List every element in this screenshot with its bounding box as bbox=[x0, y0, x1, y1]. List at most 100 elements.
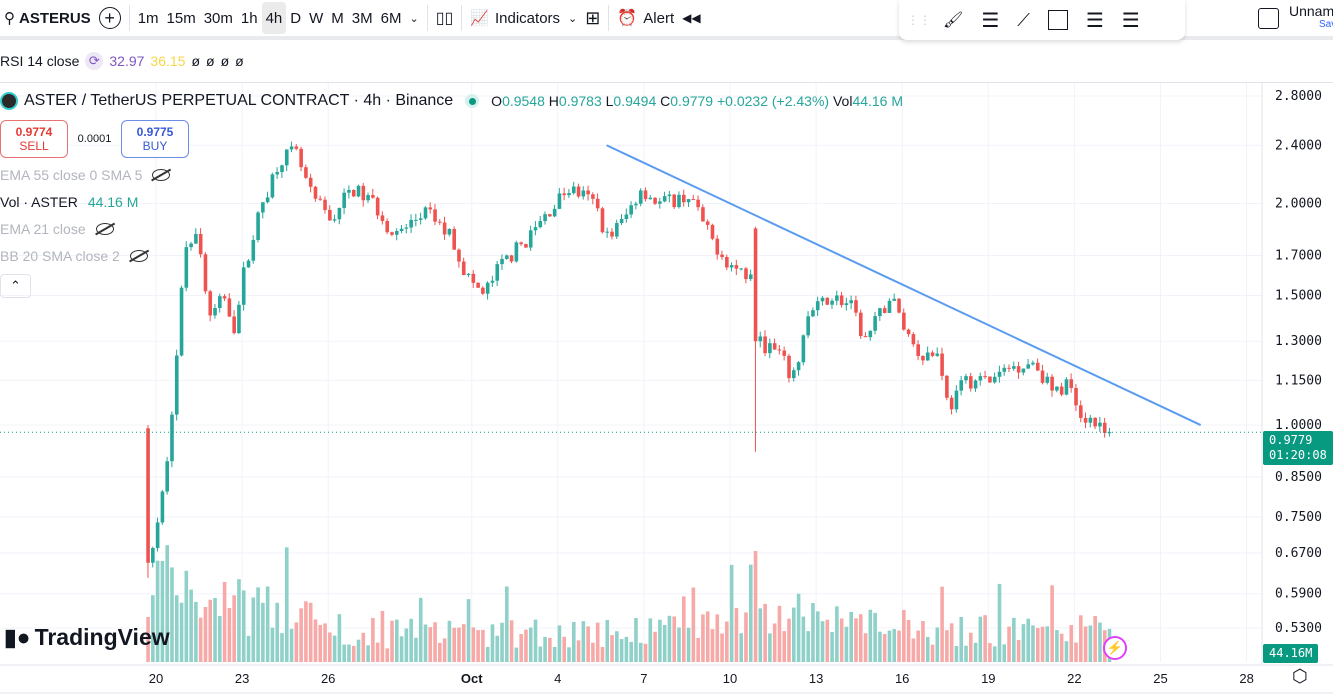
candle-body bbox=[294, 146, 299, 149]
volume-bar bbox=[237, 579, 241, 662]
indicators-dropdown[interactable]: ⌄ bbox=[564, 2, 581, 34]
parallel-channel-tool[interactable]: ☰ bbox=[1080, 4, 1110, 36]
volume-bar bbox=[261, 602, 265, 662]
volume-bar bbox=[423, 624, 428, 662]
interval-30m[interactable]: 30m bbox=[203, 9, 233, 27]
volume-bar bbox=[428, 627, 433, 662]
settings-button[interactable]: ⬡ bbox=[1292, 666, 1308, 687]
candle-body bbox=[701, 207, 705, 222]
candle-body bbox=[203, 254, 208, 292]
tradingview-logo[interactable]: ▮● TradingView bbox=[4, 624, 170, 651]
candle-body bbox=[538, 221, 543, 228]
alarm-clock-icon: ⏰ bbox=[617, 10, 638, 27]
volume-bar bbox=[696, 637, 700, 662]
candle-body bbox=[275, 172, 280, 175]
sell-button[interactable]: 0.9774 SELL bbox=[0, 120, 68, 158]
candle-body bbox=[184, 247, 189, 288]
trend-line-tool[interactable]: ⟋ bbox=[1011, 4, 1036, 36]
alert-button[interactable]: ⏰ Alert bbox=[617, 9, 675, 28]
candle-body bbox=[954, 390, 959, 410]
volume-bar bbox=[509, 620, 514, 662]
indicator-volume[interactable]: Vol · ASTER 44.16 M bbox=[0, 194, 138, 210]
candle-body bbox=[218, 296, 222, 309]
indicator-bb[interactable]: BB 20 SMA close 2 bbox=[0, 248, 148, 264]
indicators-button[interactable]: 📈 Indicators bbox=[470, 9, 561, 28]
rsi-value: 32.97 bbox=[109, 53, 145, 69]
chevron-up-icon: ⌃ bbox=[10, 278, 21, 293]
interval-4h[interactable]: 4h bbox=[261, 2, 287, 34]
save-link[interactable]: Save bbox=[1319, 19, 1333, 30]
volume-bar bbox=[959, 616, 964, 662]
volume-bar bbox=[935, 627, 940, 662]
horizontal-line-tool[interactable]: ☰ bbox=[975, 4, 1005, 36]
volume-bar bbox=[294, 622, 299, 662]
buy-button[interactable]: 0.9775 BUY bbox=[121, 120, 189, 158]
brush-tool[interactable]: 🖌 bbox=[937, 4, 969, 36]
candle-body bbox=[1093, 417, 1097, 427]
add-symbol-button[interactable]: + bbox=[95, 2, 125, 34]
layout-name[interactable]: UnnamedSave bbox=[1258, 4, 1333, 32]
collapse-legend-button[interactable]: ⌃ bbox=[0, 274, 31, 298]
price-tick-label: 1.3000 bbox=[1275, 334, 1322, 349]
symbol-search[interactable]: ⚲ ASTERUS bbox=[4, 9, 91, 28]
symbol-title[interactable]: ASTER / TetherUS PERPETUAL CONTRACT · 4h… bbox=[24, 92, 454, 109]
buy-price: 0.9775 bbox=[136, 125, 174, 139]
volume-bar bbox=[452, 627, 456, 662]
interval-W[interactable]: W bbox=[309, 9, 324, 27]
replay-button[interactable]: ◀◀ bbox=[678, 2, 704, 34]
volume-bar bbox=[1050, 585, 1054, 662]
volume-bar bbox=[1098, 622, 1102, 662]
volume-bar bbox=[858, 614, 863, 662]
drag-handle-icon[interactable]: ⋮⋮ bbox=[907, 13, 931, 27]
chart-type-button[interactable]: ▯▯ bbox=[432, 2, 458, 34]
volume-bar bbox=[777, 605, 782, 662]
interval-1m[interactable]: 1m bbox=[137, 9, 159, 27]
candle-body bbox=[720, 254, 724, 258]
open-label: O bbox=[491, 93, 503, 109]
volume-bar bbox=[705, 611, 710, 662]
indicator-ema55[interactable]: EMA 55 close 0 SMA 5 bbox=[0, 167, 171, 183]
candle-body bbox=[591, 194, 595, 199]
interval-6M[interactable]: 6M bbox=[380, 9, 402, 27]
indicator-ema21[interactable]: EMA 21 close bbox=[0, 221, 114, 237]
pitchfork-tool[interactable]: ☰ bbox=[1116, 4, 1146, 36]
close-value: 0.9779 bbox=[670, 93, 714, 109]
eye-crossed-icon[interactable] bbox=[129, 250, 148, 262]
candle-body bbox=[648, 197, 653, 200]
candle-body bbox=[347, 189, 351, 193]
candle-body bbox=[1069, 379, 1074, 389]
time-tick-label: 28 bbox=[1239, 671, 1253, 686]
interval-dropdown[interactable]: ⌄ bbox=[405, 2, 422, 34]
interval-D[interactable]: D bbox=[290, 9, 302, 27]
candle-body bbox=[782, 350, 787, 356]
volume-bar bbox=[409, 618, 413, 662]
volume-bar bbox=[490, 624, 495, 662]
rectangle-tool[interactable] bbox=[1042, 4, 1074, 36]
volume-bar bbox=[1074, 642, 1078, 662]
candle-body bbox=[897, 298, 901, 313]
volume-bar bbox=[528, 627, 533, 662]
volume-bar bbox=[710, 629, 715, 662]
volume-bar bbox=[433, 622, 437, 662]
volume-bar bbox=[925, 636, 930, 662]
volume-bar bbox=[552, 646, 557, 662]
eye-crossed-icon[interactable] bbox=[95, 223, 114, 235]
interval-15m[interactable]: 15m bbox=[166, 9, 196, 27]
candle-body bbox=[304, 167, 308, 178]
eye-crossed-icon[interactable] bbox=[152, 169, 171, 181]
rewind-icon: ◀◀ bbox=[682, 11, 701, 25]
volume-bar bbox=[591, 642, 595, 662]
interval-1h[interactable]: 1h bbox=[240, 9, 258, 27]
refresh-icon[interactable]: ⟳ bbox=[85, 52, 104, 70]
candle-body bbox=[643, 190, 648, 200]
candle-body bbox=[261, 202, 265, 213]
interval-3M[interactable]: 3M bbox=[351, 9, 373, 27]
volume-bar bbox=[744, 612, 748, 662]
volume-bar bbox=[567, 647, 571, 662]
lightning-button[interactable]: ⚡ bbox=[1103, 636, 1127, 660]
volume-bar bbox=[820, 621, 825, 662]
layouts-button[interactable]: ⊞ bbox=[581, 2, 604, 34]
indicator-label: BB 20 SMA close 2 bbox=[0, 248, 120, 264]
interval-M[interactable]: M bbox=[331, 9, 344, 27]
